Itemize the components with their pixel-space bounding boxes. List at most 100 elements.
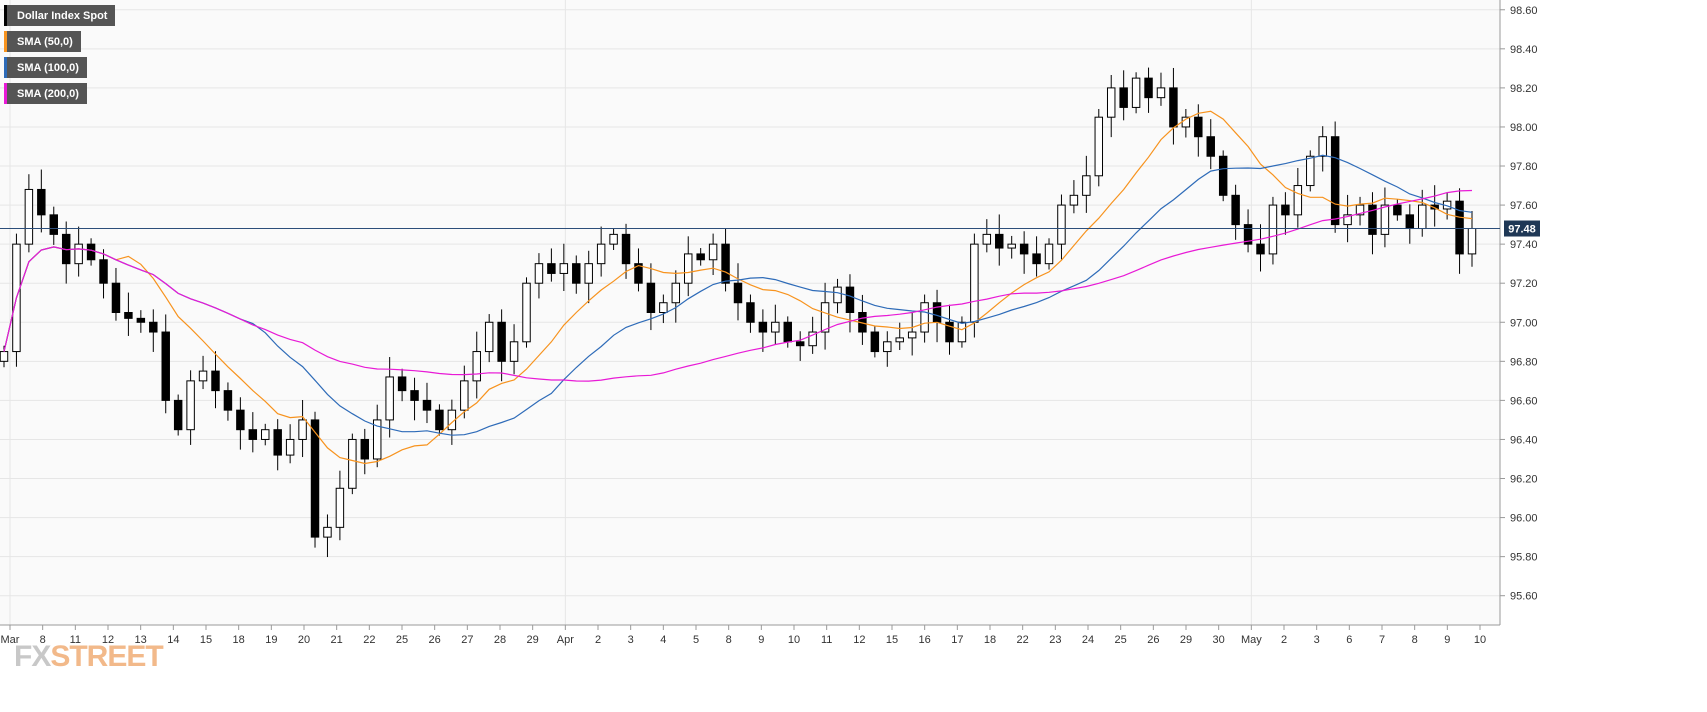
candle-body	[136, 317, 146, 323]
x-tick-label: 10	[788, 634, 800, 646]
candle-body	[659, 302, 668, 313]
candle-body	[285, 438, 295, 456]
y-tick-label: 97.80	[1510, 161, 1538, 173]
candle-body	[771, 321, 780, 333]
candle-body	[74, 243, 83, 265]
candle-body	[970, 243, 979, 323]
x-tick-label: 26	[429, 634, 441, 646]
candle-body	[186, 380, 195, 431]
x-tick-label: May	[1241, 634, 1262, 646]
y-tick-label: 98.60	[1510, 5, 1538, 17]
candle-body	[37, 188, 46, 216]
candle-body	[1330, 136, 1340, 226]
candle-body	[1343, 214, 1352, 226]
candle-body	[721, 243, 730, 284]
x-tick-label: 16	[919, 634, 931, 646]
legend-label-sma-200: SMA (200,0)	[17, 87, 79, 100]
legend-label-sma-100: SMA (100,0)	[17, 61, 79, 74]
candle-body	[1430, 204, 1439, 210]
candle-body	[783, 321, 792, 343]
candle-body	[198, 370, 208, 382]
x-tick-label: 6	[1346, 634, 1352, 646]
candle-body	[945, 321, 954, 343]
candle-body	[1268, 204, 1278, 255]
candle-body	[1368, 204, 1377, 235]
sma-200-line	[3, 189, 1473, 382]
x-tick-label: 23	[1049, 634, 1061, 646]
candle-body	[733, 282, 743, 304]
candle-body	[111, 282, 121, 313]
y-tick-label: 97.40	[1510, 239, 1538, 251]
x-tick-label: 30	[1213, 634, 1225, 646]
candle-body	[422, 399, 432, 411]
candle-body	[24, 188, 34, 245]
candle-body	[1318, 136, 1327, 157]
y-tick-label: 97.20	[1510, 278, 1538, 290]
x-tick-label: 5	[693, 634, 699, 646]
x-tick-label: 27	[461, 634, 473, 646]
y-tick-label: 98.40	[1510, 44, 1538, 56]
candle-body	[161, 331, 170, 401]
candle-body	[932, 302, 942, 323]
candle-body	[646, 282, 656, 313]
y-tick-label: 98.20	[1510, 83, 1538, 95]
candle-body	[1256, 243, 1265, 255]
x-tick-label: 22	[363, 634, 375, 646]
candle-body	[484, 321, 494, 353]
fxstreet-logo: FXSTREET	[14, 640, 164, 674]
x-tick-label: 8	[726, 634, 732, 646]
candle-body	[621, 233, 631, 265]
y-tick-label: 96.00	[1510, 513, 1538, 525]
candle-body	[696, 253, 705, 261]
candle-body	[360, 438, 370, 460]
candle-body	[323, 526, 332, 538]
candle-body	[1293, 185, 1303, 216]
y-tick-label: 96.80	[1510, 356, 1538, 368]
candle-body	[0, 351, 9, 362]
x-tick-label: 3	[1314, 634, 1320, 646]
candle-body	[1455, 200, 1464, 255]
x-tick-label: 25	[1115, 634, 1127, 646]
candle-body	[634, 263, 643, 284]
candle-body	[1467, 228, 1477, 255]
x-tick-label: 11	[821, 634, 832, 646]
x-tick-label: 29	[1180, 634, 1192, 646]
candle-body	[609, 233, 618, 245]
candle-body	[572, 263, 581, 284]
x-tick-label: 2	[595, 634, 601, 646]
candle-body	[1393, 204, 1402, 216]
candle-body	[348, 438, 357, 489]
candle-body	[833, 286, 842, 304]
candle-body	[920, 302, 929, 333]
current-price-box	[1504, 220, 1540, 237]
candle-body	[1131, 77, 1141, 108]
candle-body	[895, 337, 904, 343]
legend-swatch-sma-200	[4, 83, 7, 104]
x-tick-label: 20	[298, 634, 310, 646]
candle-body	[124, 312, 133, 319]
candle-body	[547, 263, 556, 274]
x-tick-label: 18	[984, 634, 996, 646]
candle-body	[522, 282, 531, 343]
candle-body	[1007, 243, 1016, 249]
candle-body	[1218, 155, 1228, 196]
x-tick-label: 21	[331, 634, 343, 646]
logo-part-fx: FX	[14, 640, 51, 673]
candle-body	[310, 419, 320, 538]
x-tick-label: Apr	[557, 634, 574, 646]
candle-body	[509, 341, 519, 362]
candle-body	[149, 321, 158, 333]
candle-body	[1355, 204, 1365, 216]
legend-item-sma-50: SMA (50,0)	[4, 31, 81, 52]
candle-body	[1032, 253, 1041, 265]
legend-swatch-dollar-index	[4, 5, 7, 26]
y-tick-label: 97.00	[1510, 317, 1538, 329]
legend-swatch-sma-100	[4, 57, 7, 78]
candle-body	[559, 263, 569, 274]
x-tick-label: 25	[396, 634, 408, 646]
logo-part-street: STREET	[50, 640, 163, 673]
x-tick-label: 19	[265, 634, 277, 646]
candle-body	[1144, 77, 1153, 99]
candle-body	[273, 429, 282, 456]
candle-body	[584, 263, 593, 284]
